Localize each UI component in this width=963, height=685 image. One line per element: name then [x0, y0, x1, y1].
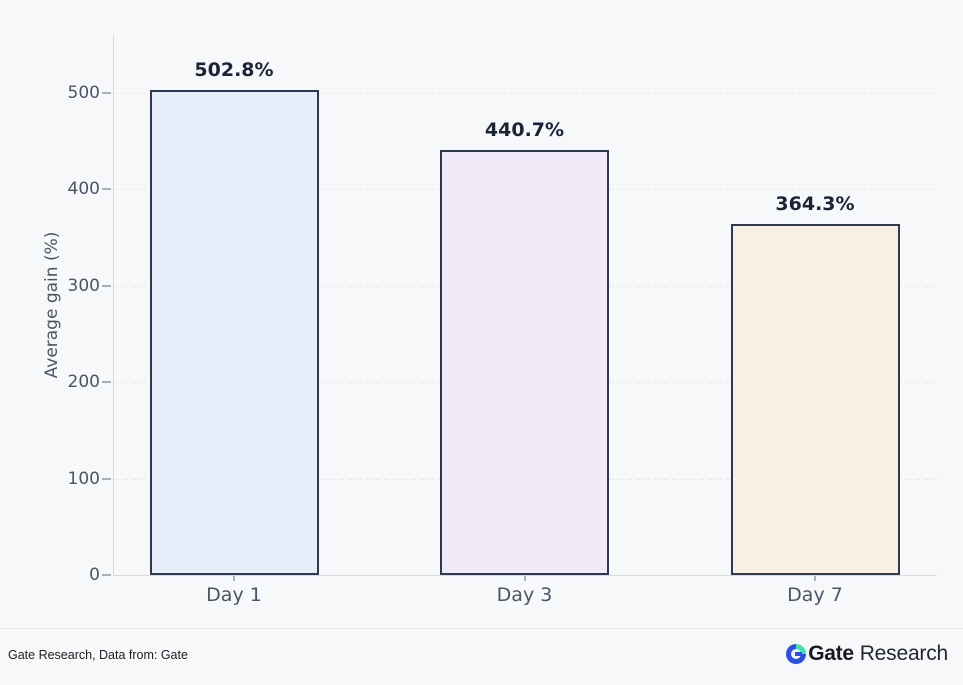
- gate-logo-icon: [786, 644, 807, 664]
- bar-day-7: [730, 223, 900, 575]
- y-axis-line: [113, 35, 114, 575]
- x-tick: [523, 576, 526, 581]
- y-tick-label-0: 0: [89, 565, 100, 585]
- y-tick-label-100: 100: [67, 468, 100, 489]
- footer-divider: [0, 628, 963, 629]
- gate-logo-icon-bar: [795, 652, 803, 656]
- y-tick-100: [102, 477, 111, 480]
- bar-day-3: [440, 150, 609, 575]
- x-tick: [814, 576, 816, 581]
- x-axis-line: [113, 575, 937, 576]
- bar-value-label: 502.8%: [194, 59, 274, 82]
- y-tick-0: [102, 574, 111, 576]
- y-tick-label-300: 300: [67, 275, 100, 296]
- x-tick-label: Day 1: [206, 584, 262, 606]
- x-tick-label: Day 3: [496, 584, 553, 606]
- y-tick-label-500: 500: [67, 82, 100, 103]
- y-tick-200: [102, 381, 111, 384]
- footer-source-text: Gate Research, Data from: Gate: [8, 648, 188, 662]
- bar-day-1: [149, 90, 319, 575]
- logo-suffix-text: Research: [859, 642, 948, 665]
- gate-research-logo: Gate Research: [786, 642, 948, 666]
- y-tick-400: [102, 188, 111, 191]
- y-tick-300: [102, 284, 111, 287]
- y-tick-label-400: 400: [67, 179, 100, 200]
- y-tick-label-200: 200: [67, 372, 100, 393]
- x-tick: [233, 576, 235, 581]
- bar-value-label: 364.3%: [775, 192, 855, 215]
- bar-value-label: 440.7%: [484, 119, 565, 142]
- gridline-500: [114, 92, 937, 94]
- logo-brand-text: Gate: [808, 642, 854, 665]
- y-axis-title: Average gain (%): [42, 231, 62, 379]
- y-tick-500: [102, 91, 111, 94]
- x-tick-label: Day 7: [787, 584, 843, 606]
